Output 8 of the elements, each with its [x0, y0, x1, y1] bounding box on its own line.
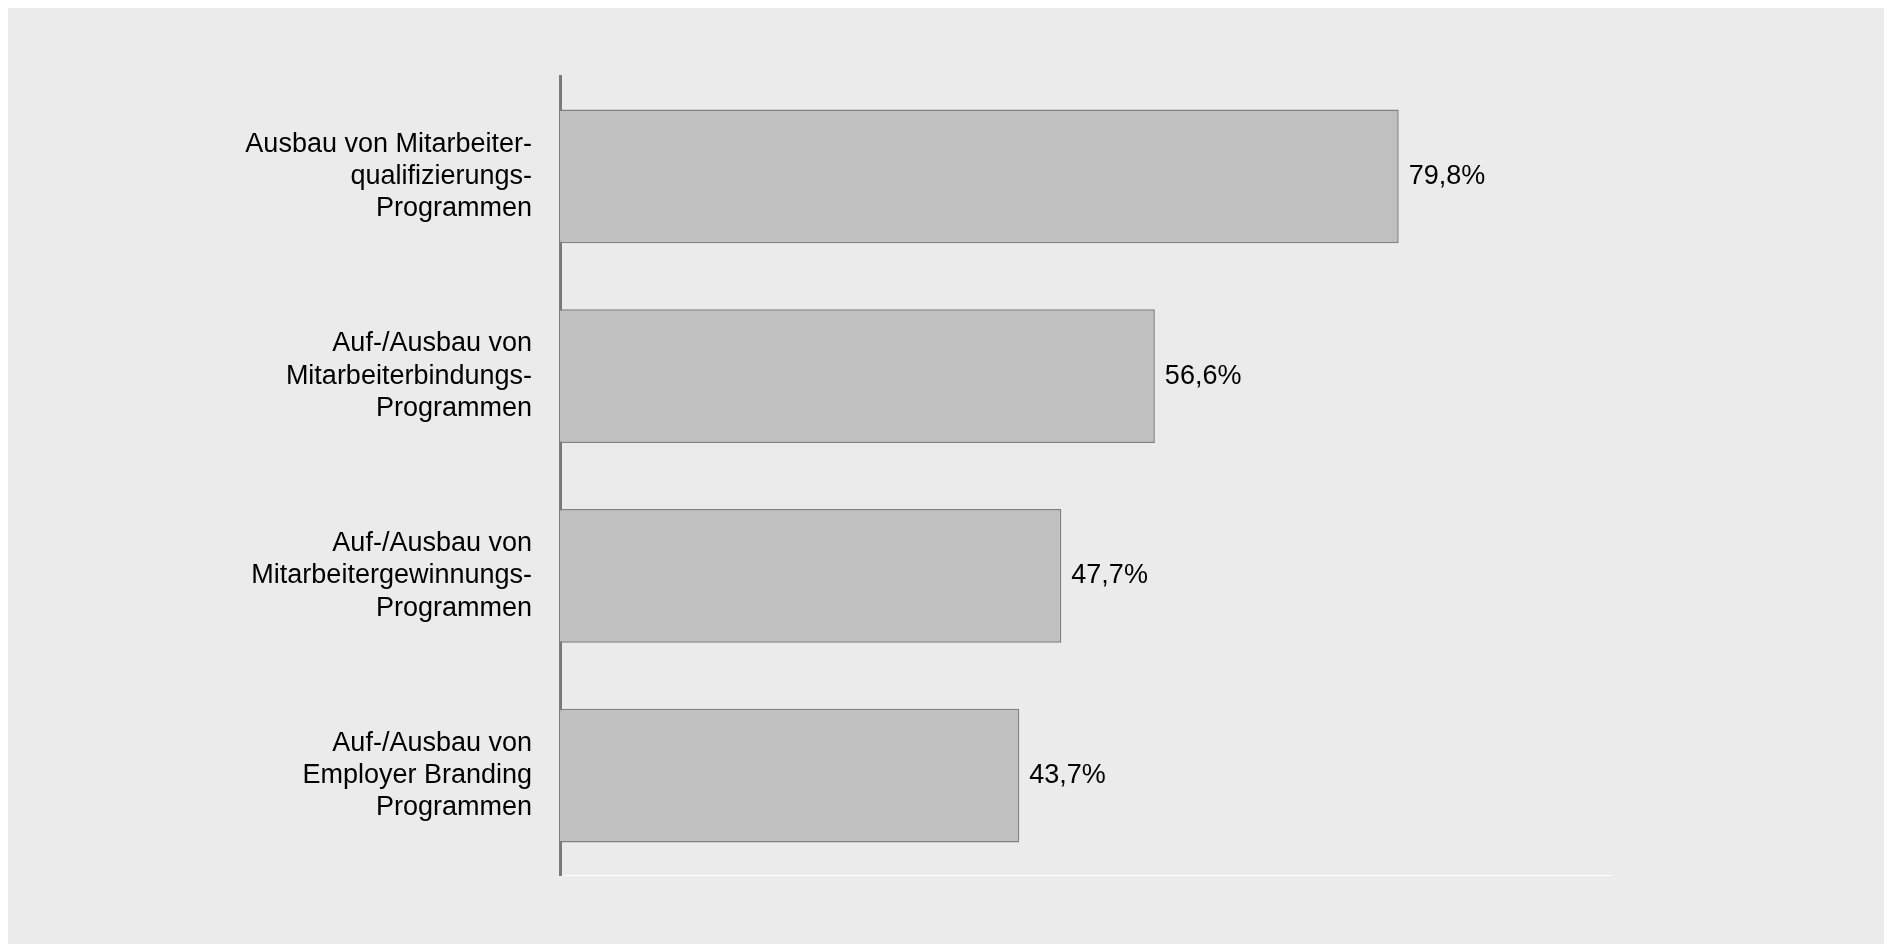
data-label: 56,6%: [1164, 359, 1242, 390]
y-tick-label: Ausbau von Mitarbeiter- qualifizierungs- Programmen: [245, 127, 532, 223]
data-label: 43,7%: [1029, 759, 1106, 789]
y-tick-label: Auf-/Ausbau von Mitarbeiterbindungs- Programmen: [285, 327, 532, 422]
y-tick-label: Auf-/Ausbau von Mitarbeitergewinnungs- Programmen: [251, 526, 532, 622]
data-label: 79,8%: [1408, 159, 1486, 190]
data-label: 47,7%: [1071, 559, 1148, 590]
y-tick-label: Auf-/Ausbau von Employer Branding Programmen: [302, 726, 532, 822]
